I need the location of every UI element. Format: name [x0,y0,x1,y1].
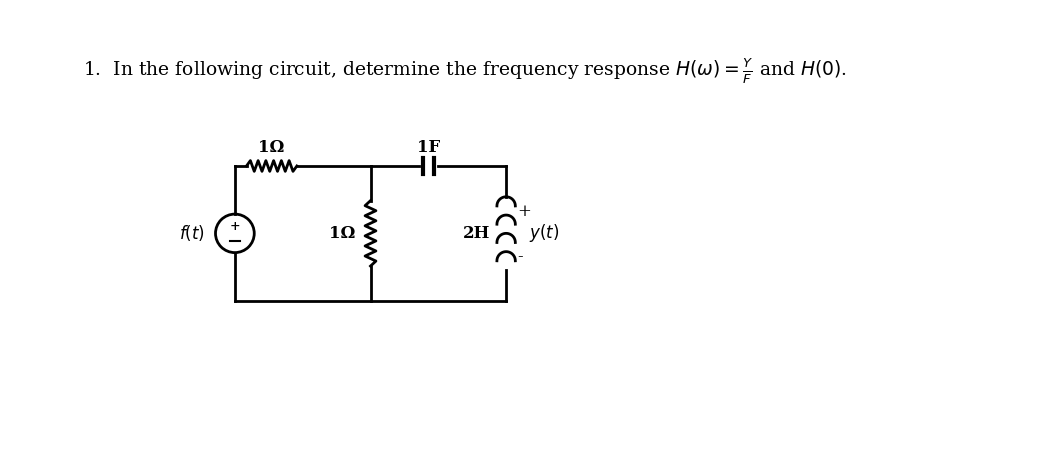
Text: 1.  In the following circuit, determine the frequency response $H(\omega) = \fra: 1. In the following circuit, determine t… [83,57,847,86]
Text: $y(t)$: $y(t)$ [529,222,560,244]
Text: 1F: 1F [417,139,441,156]
Text: 1Ω: 1Ω [328,225,355,242]
Text: -: - [517,248,523,265]
Text: $f(t)$: $f(t)$ [179,223,205,244]
Text: 1Ω: 1Ω [258,139,284,156]
Text: +: + [229,220,241,233]
Text: +: + [517,203,530,220]
Text: 2H: 2H [464,225,491,242]
